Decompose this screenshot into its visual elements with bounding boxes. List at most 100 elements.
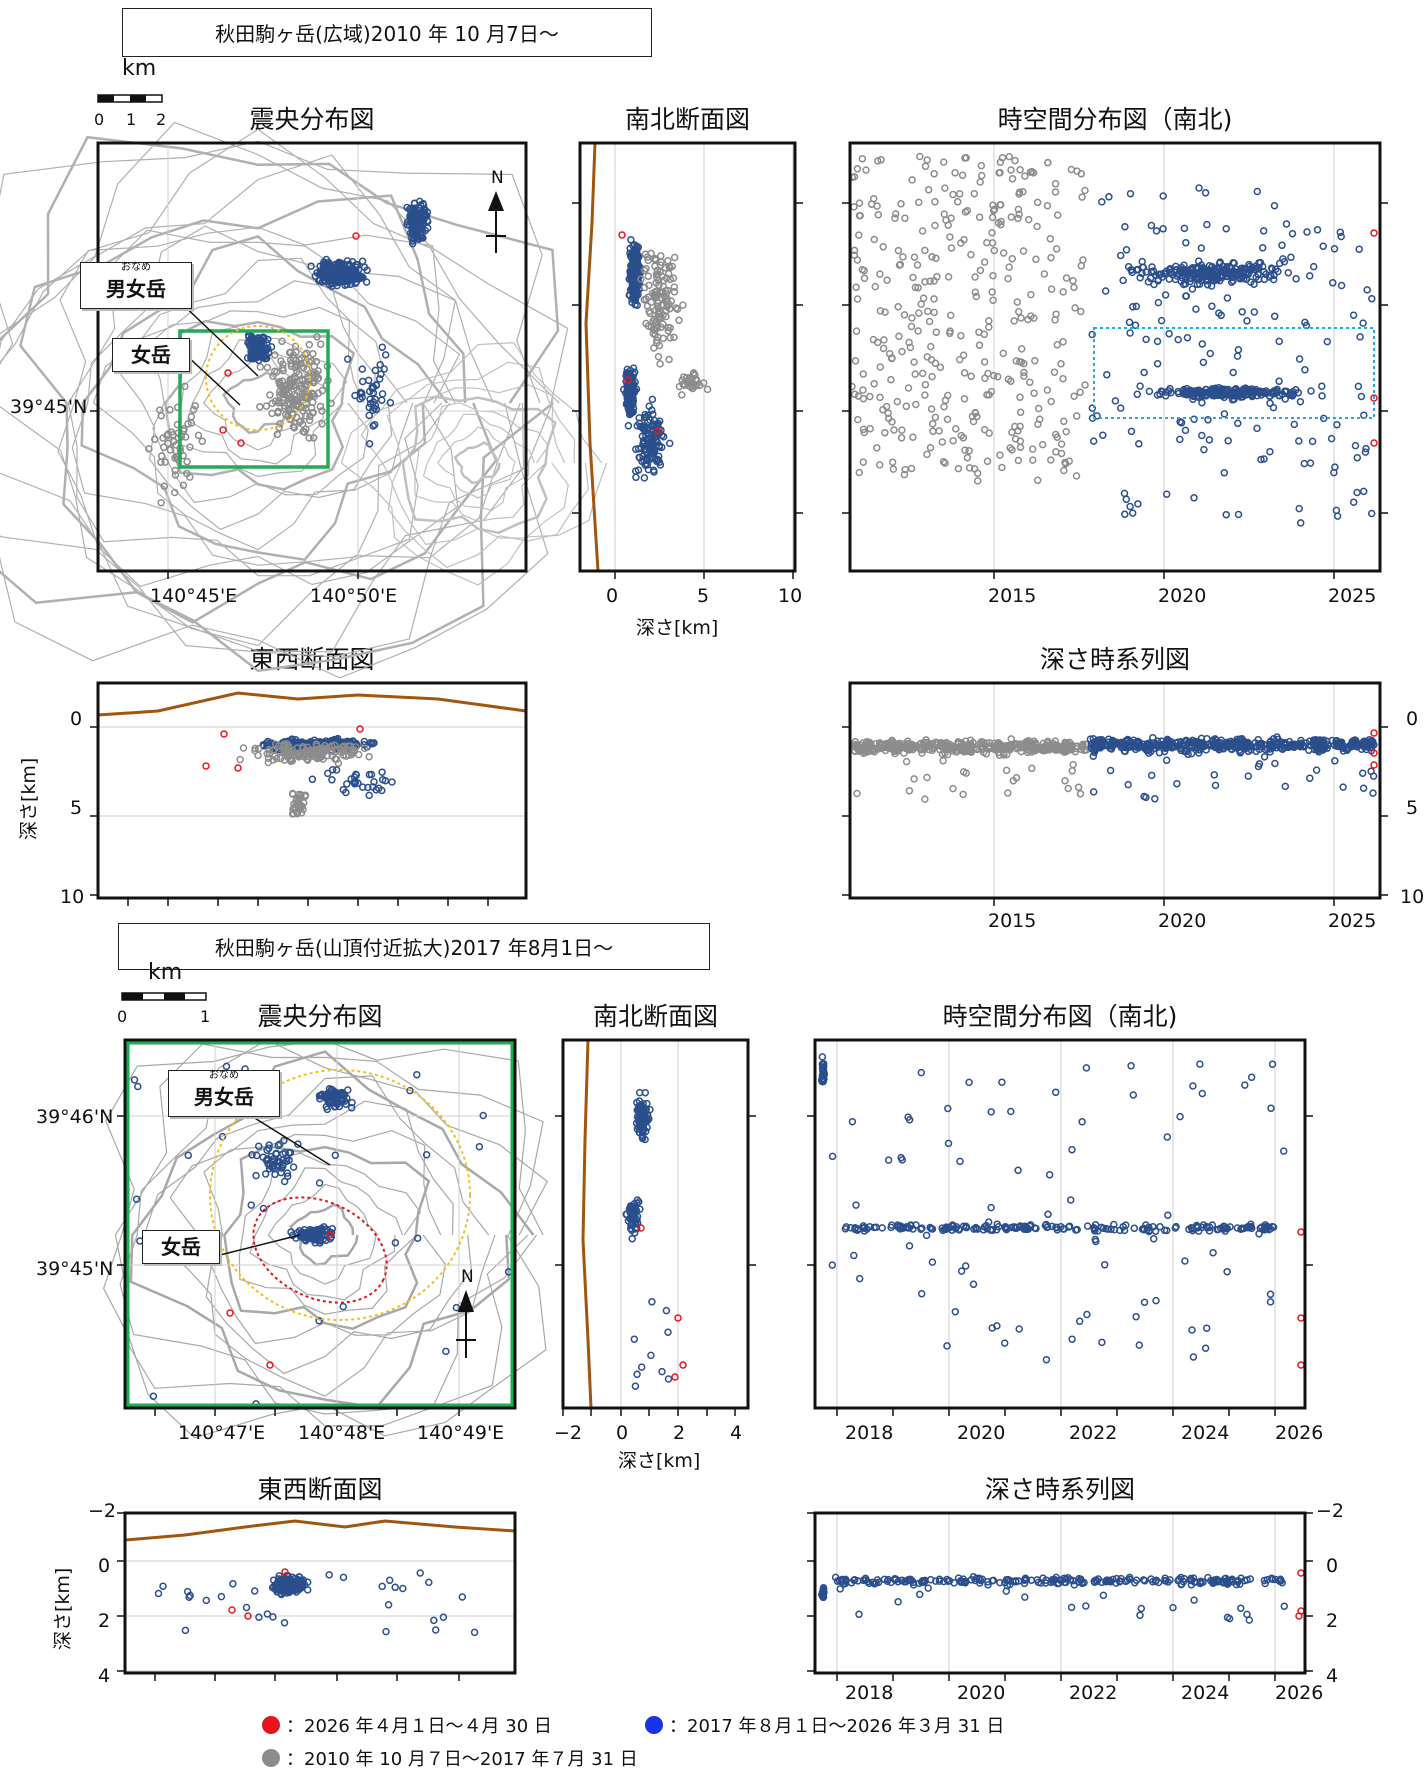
hypocenter-blue	[369, 739, 377, 748]
timespace-gray	[989, 271, 997, 280]
epicenter-blue	[315, 1317, 323, 1325]
timespace-gray	[939, 158, 948, 166]
s2-ns-title: 南北断面図	[592, 1002, 718, 1031]
timespace-gray	[921, 278, 929, 286]
timespace-gray	[960, 369, 969, 377]
hypocenter-gray	[290, 750, 298, 758]
timespace-blue	[1355, 245, 1363, 253]
timespace-blue	[1228, 396, 1237, 404]
topo-contour	[92, 257, 414, 551]
timespace-gray	[985, 323, 993, 331]
epicenter-gray	[303, 394, 311, 403]
hypocenter-blue	[640, 474, 649, 482]
timespace-gray	[1057, 440, 1066, 448]
hypocenter-blue	[658, 443, 666, 451]
hypocenter-gray	[651, 287, 660, 296]
timespace-blue	[1250, 308, 1259, 316]
timespace-gray	[962, 154, 970, 162]
timespace-gray	[1015, 210, 1023, 219]
timespace-blue	[1255, 1230, 1263, 1238]
depth-blue	[1297, 740, 1306, 748]
s2-ts-x3: 2024	[1181, 1422, 1230, 1444]
hypocenter-blue	[665, 439, 674, 448]
timespace-blue	[955, 1225, 963, 1233]
timespace-blue	[1174, 335, 1182, 344]
timespace-gray	[918, 227, 927, 235]
timespace-gray	[957, 331, 965, 340]
hypocenter-blue	[627, 235, 635, 244]
timespace-gray	[946, 329, 954, 338]
epicenter-red	[352, 232, 360, 240]
timespace-blue	[1206, 349, 1215, 358]
epicenter-blue	[313, 1226, 322, 1235]
timespace-blue	[1241, 384, 1250, 392]
timespace-blue	[1187, 1223, 1196, 1232]
depth-blue	[1272, 743, 1281, 752]
timespace-gray	[1005, 263, 1013, 271]
timespace-gray	[901, 214, 909, 222]
hypocenter-blue	[654, 456, 662, 464]
timespace-blue	[1164, 1211, 1172, 1219]
callout-line	[244, 1111, 331, 1166]
timespace-gray	[900, 311, 909, 319]
timespace-gray	[859, 386, 867, 394]
depth-blue	[1137, 742, 1146, 750]
epicenter-red	[219, 426, 227, 434]
timespace-blue	[1323, 337, 1332, 346]
timespace-blue	[1194, 257, 1203, 265]
timespace-blue	[1134, 500, 1142, 508]
epicenter-gray	[305, 434, 313, 442]
epicenter-blue	[274, 1141, 283, 1150]
timespace-gray	[907, 322, 916, 331]
timespace-gray	[855, 468, 864, 477]
timespace-gray	[980, 330, 989, 339]
epicenter-gray	[309, 350, 317, 358]
timespace-blue	[1301, 366, 1309, 374]
timespace-gray	[970, 189, 979, 198]
timespace-red	[1370, 439, 1378, 447]
epicenter-blue	[261, 1170, 270, 1178]
timespace-blue	[1287, 253, 1295, 262]
timespace-gray	[913, 261, 922, 269]
epicenter-blue	[366, 399, 375, 408]
timespace-gray	[1050, 368, 1059, 376]
timespace-blue	[1217, 311, 1225, 320]
hypocenter-gray	[663, 295, 671, 303]
timespace-blue	[818, 1063, 827, 1072]
epicenter-blue	[272, 1150, 281, 1158]
hypocenter-gray	[239, 744, 248, 752]
hypocenter-blue	[648, 1298, 656, 1306]
epicenter-gray	[273, 368, 281, 376]
timespace-blue	[1281, 387, 1289, 395]
hypocenter-blue	[303, 1578, 312, 1586]
depth-gray	[965, 747, 974, 756]
timespace-gray	[1079, 256, 1087, 264]
depth-gray	[921, 741, 929, 749]
hypocenter-blue	[640, 421, 649, 430]
s1-dt-x0: 2015	[988, 910, 1037, 932]
depth-blue	[1124, 780, 1132, 789]
hypocenter-blue	[662, 1306, 671, 1315]
s2-timespace	[807, 1038, 1313, 1416]
topo-contour	[267, 1183, 379, 1285]
epicenter-blue	[452, 1303, 461, 1312]
timespace-blue	[1133, 390, 1142, 399]
timespace-gray	[855, 231, 863, 239]
timespace-blue	[1083, 1222, 1092, 1230]
timespace-blue	[1222, 1224, 1230, 1233]
epicenter-blue	[420, 205, 429, 214]
timespace-blue	[1179, 280, 1188, 289]
s1-dt-y0: 0	[1406, 708, 1419, 730]
epicenter-blue	[370, 420, 379, 429]
hypocenter-blue	[629, 261, 638, 269]
timespace-blue	[1329, 279, 1337, 287]
timespace-blue	[1356, 333, 1364, 341]
epicenter-blue	[376, 360, 384, 369]
depth-gray	[1028, 764, 1036, 773]
timespace-gray	[897, 434, 906, 442]
timespace-gray	[869, 194, 878, 203]
hypocenter-gray	[321, 741, 329, 750]
timespace-blue	[944, 1139, 953, 1148]
timespace-blue	[1140, 1298, 1149, 1307]
epicenter-red	[226, 1309, 234, 1317]
